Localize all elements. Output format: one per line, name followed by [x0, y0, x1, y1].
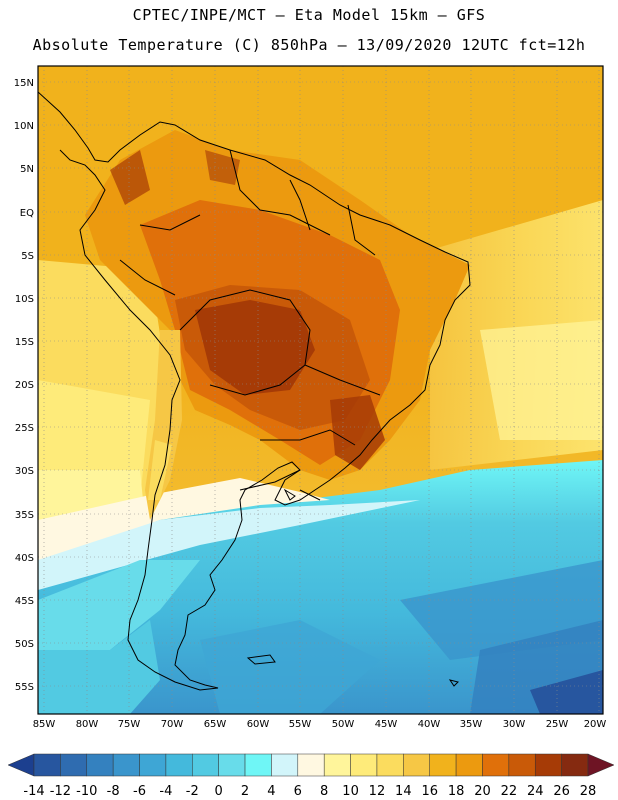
colorbar-label: 18: [448, 784, 465, 799]
colorbar-swatch: [482, 753, 510, 777]
lat-label: 55S: [15, 682, 34, 693]
lat-label: 10S: [15, 294, 34, 305]
colorbar-swatch: [323, 753, 351, 777]
colorbar-swatch: [165, 753, 193, 777]
lat-label: 5N: [20, 164, 34, 175]
lat-label: 50S: [15, 639, 34, 650]
lat-label: 15S: [15, 337, 34, 348]
lat-label: 25S: [15, 423, 34, 434]
lat-label: 5S: [21, 251, 34, 262]
colorbar-label: -14: [23, 784, 44, 799]
colorbar-label: 8: [320, 784, 328, 799]
colorbar-swatch: [218, 753, 246, 777]
lat-label: 30S: [15, 466, 34, 477]
colorbar-label: 12: [369, 784, 386, 799]
temperature-field: [38, 66, 603, 714]
colorbar-label: 22: [501, 784, 518, 799]
colorbar-label: 2: [241, 784, 249, 799]
lon-label: 50W: [332, 719, 355, 730]
colorbar-label: 6: [294, 784, 302, 799]
lon-label: 20W: [584, 719, 607, 730]
colorbar-label: 10: [342, 784, 359, 799]
colorbar-label: 16: [421, 784, 438, 799]
colorbar-label: -4: [159, 784, 172, 799]
colorbar-swatch: [508, 753, 536, 777]
colorbar-label: -6: [133, 784, 146, 799]
colorbar-label: -2: [186, 784, 199, 799]
lat-label: 15N: [14, 78, 34, 89]
lon-label: 60W: [247, 719, 270, 730]
lon-label: 70W: [161, 719, 184, 730]
colorbar-swatch: [139, 753, 167, 777]
colorbar-label: -12: [50, 784, 71, 799]
lon-label: 65W: [204, 719, 227, 730]
lat-label: EQ: [20, 208, 34, 219]
colorbar: -14 -12 -10 -8 -6 -4 -2 0 2 4 6 8 10 12 14 16 18 20 22 24 26…: [7, 753, 615, 799]
colorbar-label: 14: [395, 784, 412, 799]
lat-label: 20S: [15, 380, 34, 391]
lon-label: 55W: [289, 719, 312, 730]
colorbar-label: 24: [527, 784, 544, 799]
colorbar-label: 4: [267, 784, 275, 799]
colorbar-label: 20: [474, 784, 491, 799]
colorbar-swatch: [376, 753, 404, 777]
map-title: CPTEC/INPE/MCT – Eta Model 15km – GFS: [132, 6, 486, 24]
lat-label: 40S: [15, 553, 34, 564]
colorbar-label: 0: [215, 784, 223, 799]
lon-label: 25W: [546, 719, 569, 730]
colorbar-arrow-low: [7, 753, 35, 777]
lon-label: 35W: [460, 719, 483, 730]
coastlines: [38, 91, 471, 691]
lon-label: 85W: [33, 719, 56, 730]
lat-label: 35S: [15, 510, 34, 521]
colorbar-swatch: [350, 753, 378, 777]
map-frame: [37, 65, 604, 715]
map-subtitle: Absolute Temperature (C) 850hPa – 13/09/…: [32, 36, 586, 54]
colorbar-swatch: [429, 753, 457, 777]
colorbar-swatch: [534, 753, 562, 777]
colorbar-swatch: [561, 753, 589, 777]
lon-label: 80W: [76, 719, 99, 730]
lon-label: 75W: [118, 719, 141, 730]
latitude-labels: 15N 10N 5N EQ 5S 10S 15S 20S 25S 30S 35S…: [14, 78, 34, 693]
longitude-labels: 85W 80W 75W 70W 65W 60W 55W 50W 45W 40W …: [33, 719, 607, 730]
colorbar-swatch: [86, 753, 114, 777]
colorbar-label: 28: [580, 784, 597, 799]
lon-label: 30W: [503, 719, 526, 730]
colorbar-swatch: [112, 753, 140, 777]
colorbar-label: -8: [107, 784, 120, 799]
colorbar-swatch: [403, 753, 430, 777]
lat-label: 10N: [14, 121, 34, 132]
colorbar-swatch: [244, 753, 272, 777]
colorbar-swatch: [33, 753, 61, 777]
colorbar-label: 26: [553, 784, 570, 799]
lon-label: 45W: [375, 719, 398, 730]
lon-label: 40W: [418, 719, 441, 730]
colorbar-swatch: [455, 753, 483, 777]
colorbar-swatch: [271, 753, 299, 777]
map-graticule: [38, 66, 603, 714]
colorbar-label: -10: [76, 784, 97, 799]
colorbar-arrow-high: [587, 753, 615, 777]
colorbar-swatch: [60, 753, 88, 777]
colorbar-swatch: [297, 753, 325, 777]
colorbar-swatch: [192, 753, 219, 777]
lat-label: 45S: [15, 596, 34, 607]
